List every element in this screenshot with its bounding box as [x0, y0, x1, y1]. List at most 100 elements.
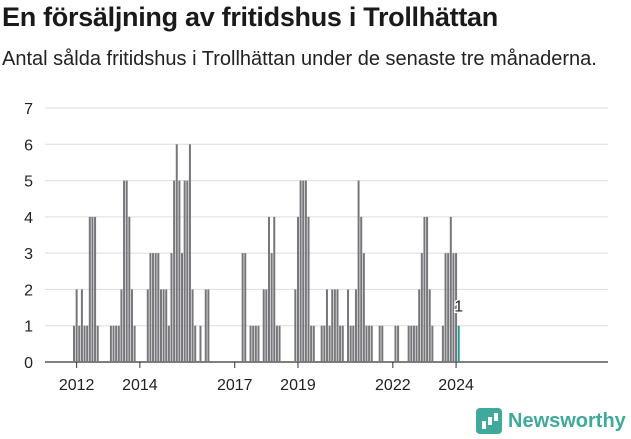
bar — [294, 289, 297, 362]
y-tick-label: 6 — [24, 137, 33, 154]
y-tick-label: 1 — [24, 319, 33, 336]
bar — [378, 325, 381, 362]
bar — [341, 325, 344, 362]
bar — [270, 253, 273, 362]
bar — [418, 289, 421, 362]
bar — [320, 325, 323, 362]
bar — [328, 325, 331, 362]
bar — [352, 325, 355, 362]
bar — [159, 289, 162, 362]
bar — [360, 216, 363, 362]
bar — [173, 180, 176, 362]
bar — [299, 180, 302, 362]
bar — [423, 216, 426, 362]
bars — [73, 144, 460, 362]
x-tick-label: 2019 — [280, 377, 316, 394]
bar — [252, 325, 255, 362]
bar — [347, 289, 350, 362]
bar — [275, 325, 278, 362]
x-tick-label: 2012 — [59, 377, 95, 394]
bar — [149, 253, 152, 362]
annotations: 1 — [453, 297, 465, 317]
bar — [333, 289, 336, 362]
bar — [133, 325, 136, 362]
bar — [152, 253, 155, 362]
y-axis-ticks: 0 1 2 3 4 5 6 7 — [24, 101, 33, 372]
bar — [331, 289, 334, 362]
bar — [312, 325, 315, 362]
bar — [444, 253, 447, 362]
bar — [183, 180, 186, 362]
bar — [267, 216, 270, 362]
bar — [125, 180, 128, 362]
bar — [304, 180, 307, 362]
bar — [336, 289, 339, 362]
bar — [447, 253, 450, 362]
bar — [365, 325, 368, 362]
bar — [302, 180, 305, 362]
brand-name: Newsworthy — [508, 409, 626, 432]
bar — [449, 216, 452, 362]
y-tick-label: 0 — [24, 355, 33, 372]
bar — [415, 325, 418, 362]
bar — [78, 325, 81, 362]
bar — [186, 180, 189, 362]
bar — [91, 216, 94, 362]
bar — [441, 325, 444, 362]
bar — [265, 289, 268, 362]
x-tick-label: 2017 — [217, 377, 253, 394]
bar — [191, 289, 194, 362]
bar — [165, 289, 168, 362]
bar-chart-icon — [476, 408, 502, 434]
bar — [310, 325, 313, 362]
bar — [323, 325, 326, 362]
bar — [207, 289, 210, 362]
bar — [368, 325, 371, 362]
bar — [262, 289, 265, 362]
y-tick-label: 5 — [24, 174, 33, 191]
bar — [273, 216, 276, 362]
bar — [94, 216, 97, 362]
bar — [420, 253, 423, 362]
bar — [199, 325, 202, 362]
bar — [381, 325, 384, 362]
bar — [96, 325, 99, 362]
bar — [325, 289, 328, 362]
bar — [357, 180, 360, 362]
bar — [88, 216, 91, 362]
bar — [339, 325, 342, 362]
bar — [154, 253, 157, 362]
latest-value-label: 1 — [454, 299, 463, 316]
bar — [178, 180, 181, 362]
bar — [115, 325, 118, 362]
bar — [354, 289, 357, 362]
bar — [162, 289, 165, 362]
y-tick-label: 2 — [24, 282, 33, 299]
bar — [167, 325, 170, 362]
bar — [254, 325, 257, 362]
bar — [296, 216, 299, 362]
bar — [241, 253, 244, 362]
y-tick-label: 3 — [24, 246, 33, 263]
bar — [83, 325, 86, 362]
chart-title: En försäljning av fritidshus i Trollhätt… — [2, 2, 498, 32]
bar — [249, 325, 252, 362]
bar — [455, 253, 458, 362]
bar — [86, 325, 89, 362]
bar — [407, 325, 410, 362]
bar — [130, 289, 133, 362]
bar — [412, 325, 415, 362]
x-tick-label: 2014 — [122, 377, 158, 394]
x-axis: 2012 2014 2017 2019 2022 2024 — [59, 362, 474, 394]
bar — [452, 253, 455, 362]
bar — [109, 325, 112, 362]
bar — [307, 216, 310, 362]
bar — [75, 289, 78, 362]
bar — [244, 253, 247, 362]
bar — [397, 325, 400, 362]
bar — [194, 325, 197, 362]
bar — [128, 216, 131, 362]
bar — [73, 325, 75, 362]
bar — [349, 325, 352, 362]
